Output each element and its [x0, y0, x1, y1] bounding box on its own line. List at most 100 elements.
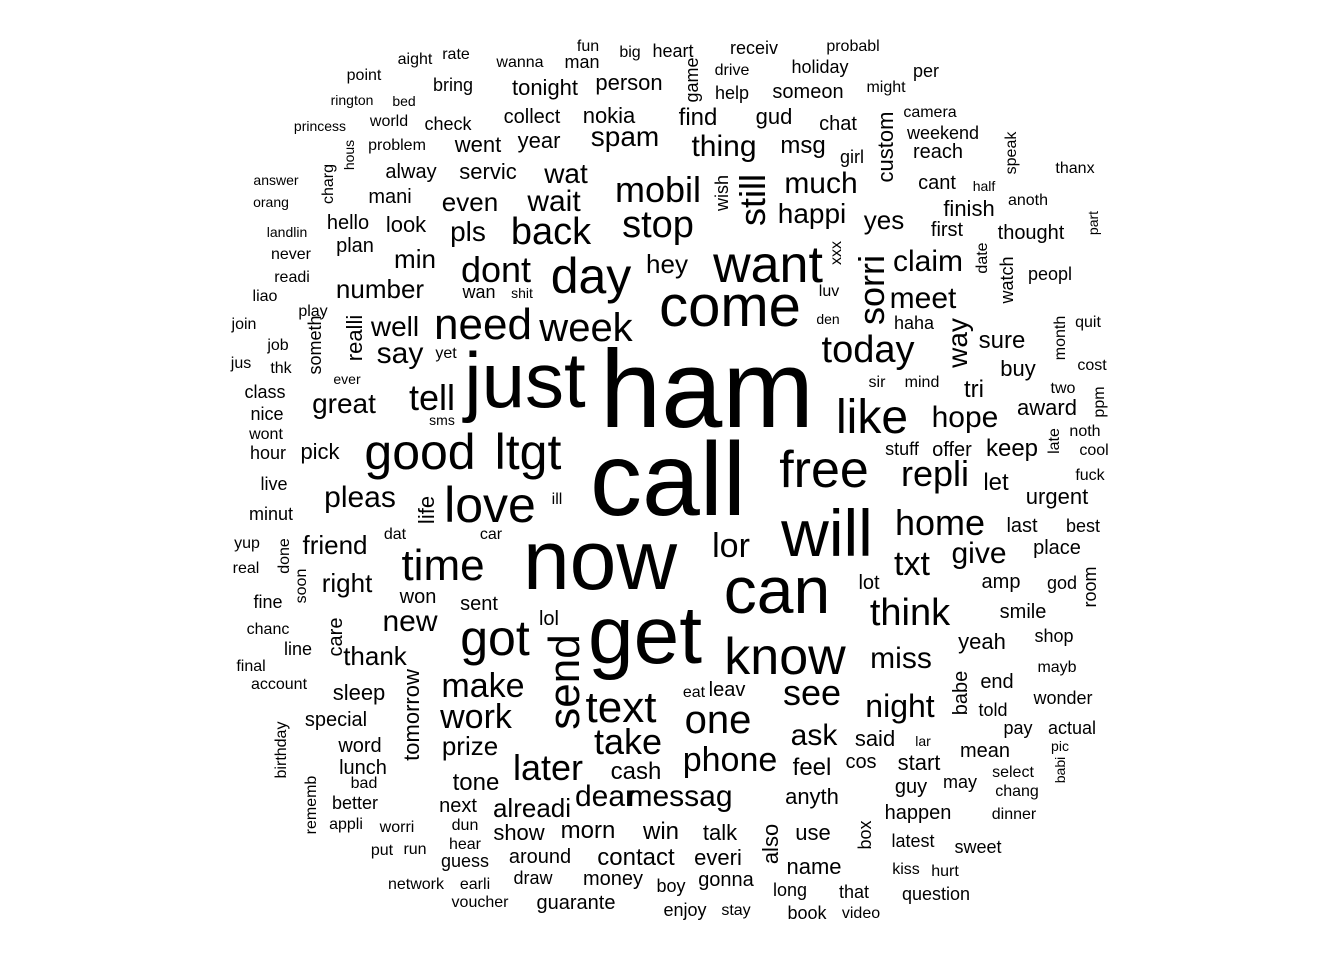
word-eat: eat	[682, 684, 706, 701]
word-long: long	[772, 880, 808, 900]
word-said: said	[854, 726, 896, 751]
word-buy: buy	[1000, 356, 1036, 381]
word-know: know	[724, 628, 846, 686]
word-around: around	[508, 846, 572, 868]
word-feel: feel	[792, 754, 832, 781]
word-messag: messag	[627, 780, 733, 813]
word-class: class	[244, 382, 286, 402]
word-year: year	[517, 128, 561, 153]
word-aight: aight	[397, 51, 433, 68]
word-charg: charg	[320, 163, 337, 205]
word-spam: spam	[590, 121, 660, 152]
word-landlin: landlin	[266, 224, 308, 240]
word-receiv: receiv	[729, 38, 779, 58]
word-new: new	[382, 605, 438, 638]
word-name: name	[786, 854, 842, 879]
word-draw: draw	[513, 868, 553, 888]
word-ill: ill	[551, 491, 563, 508]
word-thought: thought	[997, 222, 1065, 244]
word-night: night	[865, 688, 935, 724]
word-rington: rington	[330, 92, 374, 108]
word-mobil: mobil	[614, 169, 702, 210]
word-number: number	[335, 274, 425, 304]
word-tonight: tonight	[511, 75, 579, 100]
word-network: network	[387, 876, 445, 893]
word-good: good	[364, 424, 476, 480]
word-nice: nice	[250, 404, 284, 424]
word-still: still	[732, 174, 773, 226]
word-offer: offer	[932, 439, 972, 461]
word-say: say	[376, 337, 424, 370]
word-book: book	[787, 903, 827, 923]
word-box: box	[855, 820, 875, 850]
word-earli: earli	[459, 876, 491, 893]
word-see: see	[782, 672, 842, 713]
word-show: show	[493, 820, 545, 845]
word-place: place	[1033, 537, 1081, 559]
word-word: word	[338, 735, 382, 757]
word-cost: cost	[1077, 357, 1107, 374]
word-better: better	[331, 793, 379, 813]
word-check: check	[424, 114, 472, 134]
word-guess: guess	[440, 851, 490, 871]
word-account: account	[250, 676, 308, 693]
word-time: time	[401, 541, 485, 590]
word-lol: lol	[538, 608, 560, 630]
word-drive: drive	[714, 62, 750, 79]
word-keep: keep	[985, 435, 1039, 462]
word-miss: miss	[870, 642, 932, 675]
word-ask: ask	[790, 719, 838, 752]
word-get: get	[588, 590, 702, 681]
word-money: money	[582, 868, 644, 890]
word-per: per	[912, 61, 940, 81]
word-custom: custom	[873, 111, 898, 183]
word-room: room	[1080, 566, 1100, 608]
word-yup: yup	[234, 535, 260, 552]
word-quit: quit	[1075, 314, 1101, 331]
word-readi: readi	[274, 269, 310, 286]
word-right: right	[321, 568, 373, 598]
word-txt: txt	[894, 545, 930, 583]
word-world: world	[369, 113, 409, 130]
word-anoth: anoth	[1007, 192, 1049, 209]
word-haha: haha	[893, 313, 935, 333]
word-free: free	[779, 441, 869, 499]
word-mayb: mayb	[1037, 659, 1077, 676]
word-problem: problem	[368, 137, 426, 154]
word-come: come	[659, 274, 801, 339]
word-back: back	[510, 211, 592, 253]
word-hurt: hurt	[931, 863, 959, 880]
word-best: best	[1065, 516, 1101, 536]
word-phone: phone	[682, 741, 778, 779]
word-went: went	[454, 132, 502, 157]
word-lot: lot	[858, 572, 880, 594]
word-princess: princess	[293, 118, 347, 134]
word-voucher: voucher	[451, 894, 509, 911]
word-urgent: urgent	[1025, 484, 1089, 509]
word-find: find	[678, 104, 718, 131]
word-sweet: sweet	[954, 837, 1002, 857]
word-start: start	[897, 750, 941, 775]
word-done: done	[276, 538, 293, 574]
word-lunch: lunch	[339, 757, 387, 779]
word-just: just	[464, 336, 586, 424]
word-final: final	[236, 658, 266, 675]
word-live: live	[260, 474, 288, 494]
word-question: question	[901, 884, 971, 904]
word-today: today	[821, 329, 915, 371]
word-plan: plan	[336, 235, 374, 257]
word-min: min	[394, 244, 436, 274]
word-mind: mind	[904, 374, 940, 391]
word-stuff: stuff	[885, 439, 919, 459]
word-call: call	[589, 422, 747, 538]
word-bring: bring	[432, 75, 474, 95]
word-ltgt: ltgt	[494, 424, 562, 480]
word-select: select	[992, 764, 1034, 781]
word-collect: collect	[503, 106, 561, 128]
word-xxx: xxx	[828, 241, 845, 265]
word-meet: meet	[889, 282, 957, 315]
word-sleep: sleep	[332, 680, 386, 705]
word-put: put	[370, 842, 394, 859]
word-wan: wan	[462, 282, 496, 302]
word-cos: cos	[845, 751, 877, 773]
